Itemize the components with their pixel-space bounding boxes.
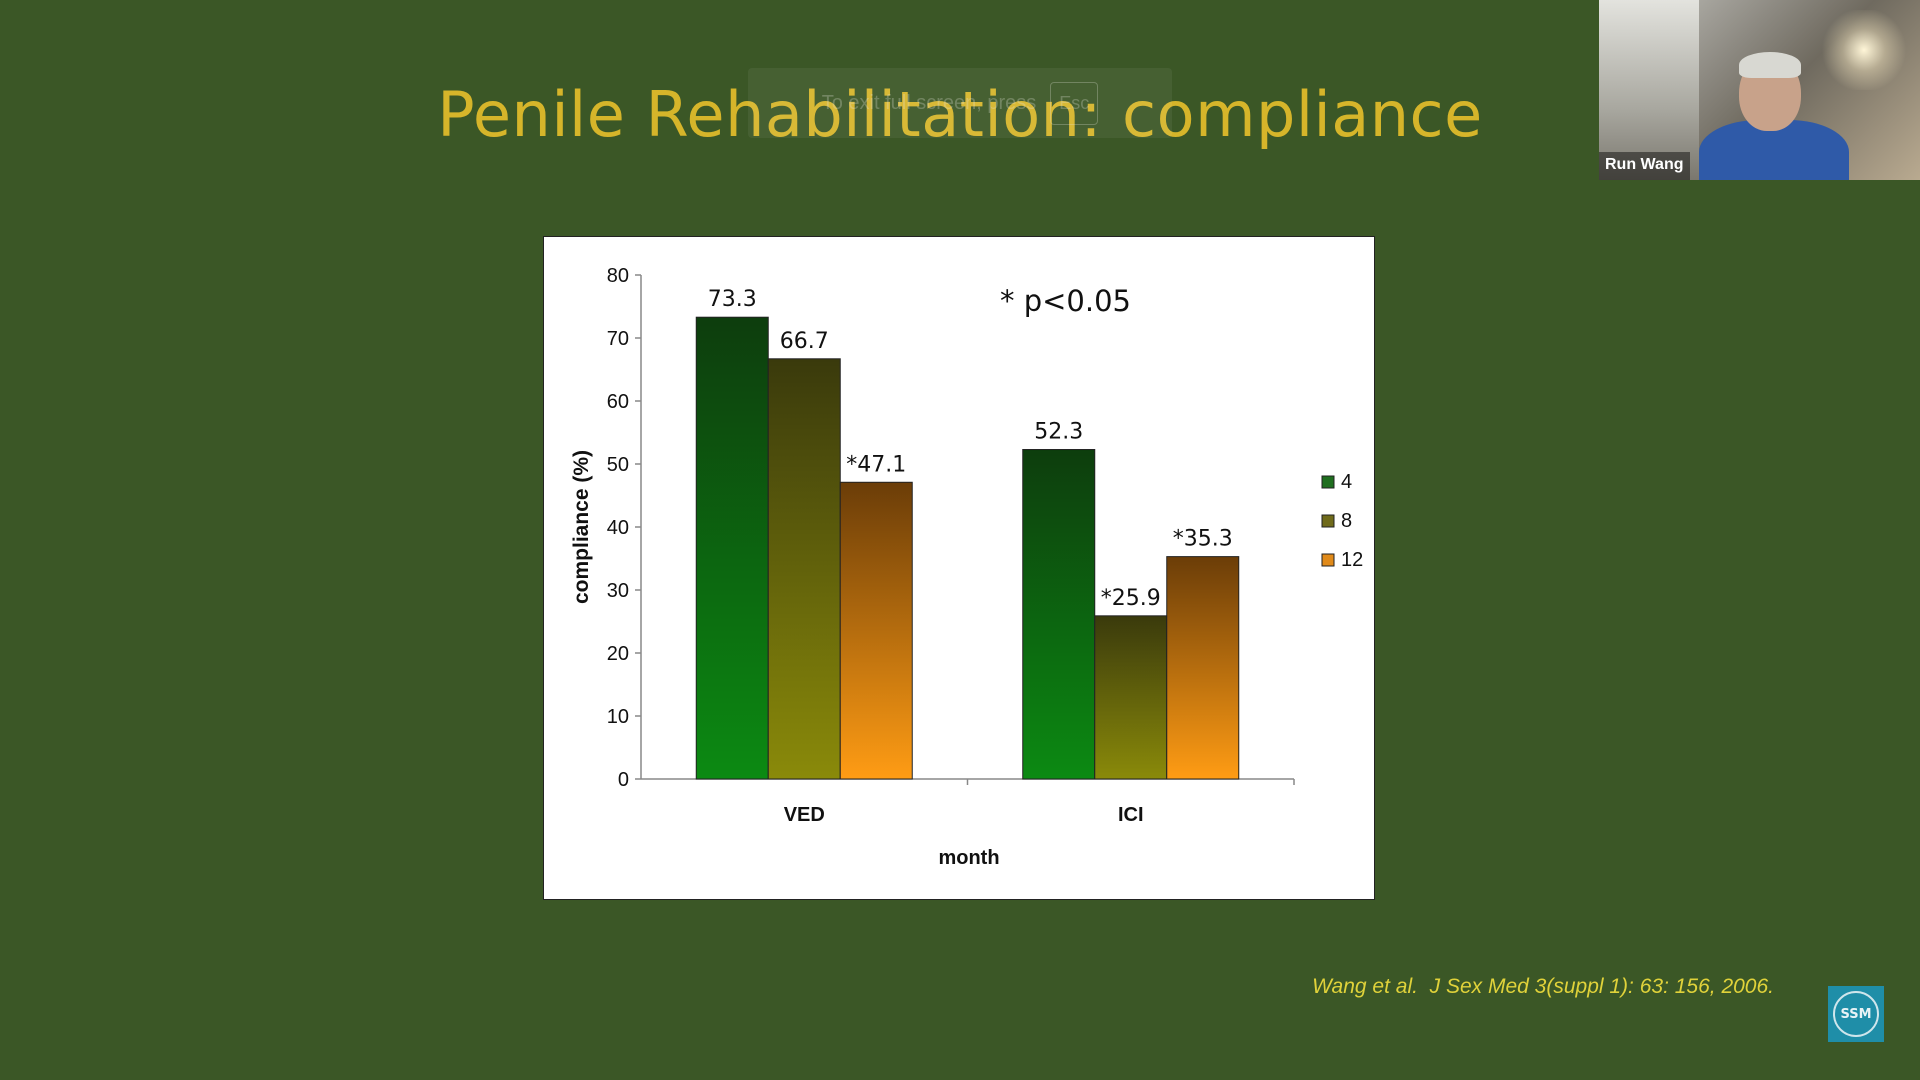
bar-ved-4 xyxy=(695,316,769,780)
legend-label-12: 12 xyxy=(1341,549,1363,571)
data-label: 73.3 xyxy=(708,287,757,312)
y-tick-label: 20 xyxy=(607,643,629,665)
y-tick-label: 70 xyxy=(607,328,629,350)
data-label: *25.9 xyxy=(1101,586,1161,611)
participant-name-tag: Run Wang xyxy=(1599,152,1690,180)
data-label: 52.3 xyxy=(1034,420,1083,445)
y-tick-label: 0 xyxy=(618,769,629,791)
fullscreen-notice-text: To exit full screen, press xyxy=(821,91,1037,114)
fullscreen-exit-notice: To exit full screen, press Esc xyxy=(748,68,1172,138)
slide-title: Penile Rehabilitation: compliance xyxy=(437,78,1483,151)
y-tick-label: 80 xyxy=(607,265,629,287)
bar-ved-12 xyxy=(839,481,913,780)
significance-annotation: * p<0.05 xyxy=(1000,284,1131,318)
data-label: *35.3 xyxy=(1173,527,1233,552)
ssm-logo-icon: SSM xyxy=(1833,991,1879,1037)
x-category-label: VED xyxy=(784,804,825,826)
compliance-chart: 0 10 20 30 40 50 60 70 80 73.3 66.7 *47.1 VED 52.3 *2… xyxy=(543,236,1375,900)
ssm-logo: SSM xyxy=(1828,986,1884,1042)
y-tick-label: 30 xyxy=(607,580,629,602)
video-light xyxy=(1819,10,1909,90)
data-label: 66.7 xyxy=(780,329,829,354)
y-tick-label: 50 xyxy=(607,454,629,476)
legend-swatch-4 xyxy=(1321,475,1335,489)
y-axis-label: compliance (%) xyxy=(570,450,593,604)
x-axis-label: month xyxy=(938,847,999,869)
x-category-label: ICI xyxy=(1118,804,1144,826)
bar-ici-12 xyxy=(1166,556,1240,780)
legend-label-4: 4 xyxy=(1341,471,1352,493)
y-tick-label: 60 xyxy=(607,391,629,413)
speaker-video-tile[interactable]: Run Wang xyxy=(1599,0,1920,180)
esc-key-hint: Esc xyxy=(1050,81,1099,125)
y-tick-label: 40 xyxy=(607,517,629,539)
y-tick-label: 10 xyxy=(607,706,629,728)
data-label: *47.1 xyxy=(846,452,906,477)
legend-swatch-8 xyxy=(1321,514,1335,528)
compliance-bar-chart: 0 10 20 30 40 50 60 70 80 73.3 66.7 *47.1 VED 52.3 *2… xyxy=(570,265,1363,869)
bar-ved-8 xyxy=(767,358,841,780)
legend-swatch-12 xyxy=(1321,553,1335,567)
speaker-hair xyxy=(1739,52,1801,78)
citation-text: Wang et al. J Sex Med 3(suppl 1): 63: 15… xyxy=(1312,975,1774,998)
legend-label-8: 8 xyxy=(1341,510,1352,532)
bar-ici-8 xyxy=(1094,615,1168,780)
bar-ici-4 xyxy=(1022,449,1096,780)
video-background xyxy=(1599,0,1699,180)
